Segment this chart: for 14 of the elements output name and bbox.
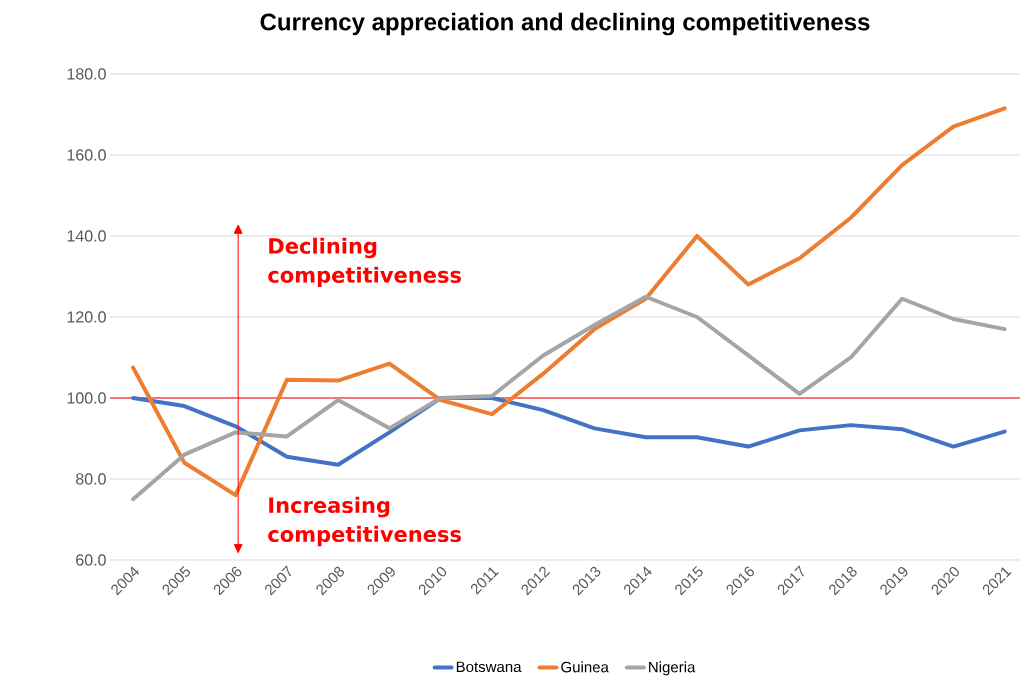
y-tick-label: 120.0: [67, 311, 106, 323]
legend-label: Botswana: [456, 661, 522, 673]
y-tick-label: 140.0: [67, 230, 106, 242]
annotation: Declining competitiveness: [268, 237, 461, 287]
y-tick-label: 160.0: [67, 149, 106, 161]
line-series: [131, 106, 1007, 498]
annotation: Increasing competitiveness: [268, 496, 461, 547]
chart-title: Currency appreciation and declining competitiveness: [260, 12, 870, 36]
y-tick-label: 60.0: [76, 554, 106, 566]
y-tick-label: 100.0: [67, 392, 106, 404]
y-tick-label: 180.0: [67, 68, 106, 80]
legend-label: Nigeria: [649, 661, 696, 676]
y-tick-label: 80.0: [76, 473, 106, 485]
legend-label: Guinea: [561, 661, 609, 673]
